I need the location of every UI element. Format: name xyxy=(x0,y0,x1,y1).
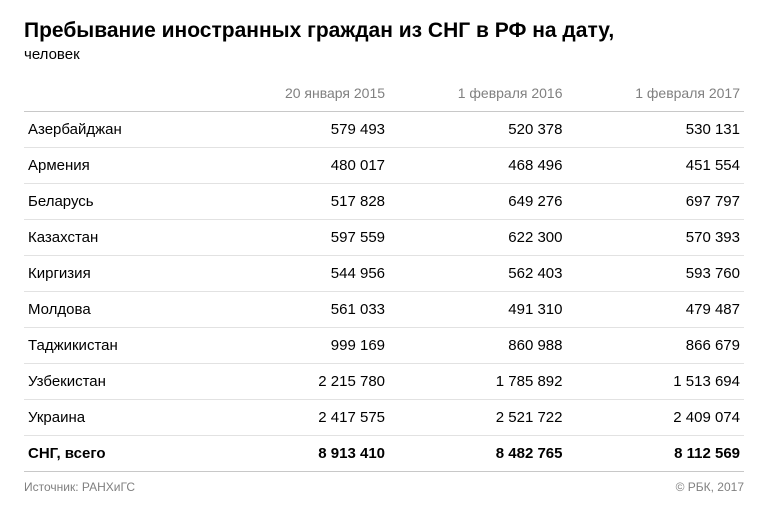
cell-value: 570 393 xyxy=(567,220,745,256)
cell-value: 2 417 575 xyxy=(212,400,389,436)
cell-value: 2 521 722 xyxy=(389,400,566,436)
copyright-text: © РБК, 2017 xyxy=(676,480,744,494)
cell-value: 561 033 xyxy=(212,292,389,328)
cell-country: Киргизия xyxy=(24,256,212,292)
table-row: Киргизия 544 956 562 403 593 760 xyxy=(24,256,744,292)
cell-value: 451 554 xyxy=(567,148,745,184)
cell-value: 999 169 xyxy=(212,328,389,364)
cell-country: Таджикистан xyxy=(24,328,212,364)
total-row: СНГ, всего 8 913 410 8 482 765 8 112 569 xyxy=(24,436,744,472)
cell-value: 697 797 xyxy=(567,184,745,220)
cell-value: 491 310 xyxy=(389,292,566,328)
cell-country: Армения xyxy=(24,148,212,184)
table-title: Пребывание иностранных граждан из СНГ в … xyxy=(24,18,744,44)
cell-country: Украина xyxy=(24,400,212,436)
source-text: Источник: РАНХиГС xyxy=(24,480,135,494)
table-row: Узбекистан 2 215 780 1 785 892 1 513 694 xyxy=(24,364,744,400)
footer: Источник: РАНХиГС © РБК, 2017 xyxy=(24,472,744,494)
table-row: Украина 2 417 575 2 521 722 2 409 074 xyxy=(24,400,744,436)
cell-value: 622 300 xyxy=(389,220,566,256)
table-row: Беларусь 517 828 649 276 697 797 xyxy=(24,184,744,220)
total-label: СНГ, всего xyxy=(24,436,212,472)
cell-value: 1 785 892 xyxy=(389,364,566,400)
cell-country: Азербайджан xyxy=(24,112,212,148)
cell-value: 520 378 xyxy=(389,112,566,148)
col-header-date-1: 20 января 2015 xyxy=(212,77,389,112)
total-value: 8 112 569 xyxy=(567,436,745,472)
cell-value: 866 679 xyxy=(567,328,745,364)
cell-value: 597 559 xyxy=(212,220,389,256)
col-header-date-3: 1 февраля 2017 xyxy=(567,77,745,112)
cell-value: 562 403 xyxy=(389,256,566,292)
table-subtitle: человек xyxy=(24,46,744,63)
table-body: Азербайджан 579 493 520 378 530 131 Арме… xyxy=(24,112,744,472)
table-row: Молдова 561 033 491 310 479 487 xyxy=(24,292,744,328)
cell-value: 1 513 694 xyxy=(567,364,745,400)
cell-value: 2 409 074 xyxy=(567,400,745,436)
total-value: 8 913 410 xyxy=(212,436,389,472)
cell-value: 593 760 xyxy=(567,256,745,292)
cell-value: 468 496 xyxy=(389,148,566,184)
data-table: 20 января 2015 1 февраля 2016 1 февраля … xyxy=(24,77,744,472)
table-row: Казахстан 597 559 622 300 570 393 xyxy=(24,220,744,256)
cell-value: 480 017 xyxy=(212,148,389,184)
col-header-date-2: 1 февраля 2016 xyxy=(389,77,566,112)
table-row: Армения 480 017 468 496 451 554 xyxy=(24,148,744,184)
col-header-country xyxy=(24,77,212,112)
cell-value: 579 493 xyxy=(212,112,389,148)
table-row: Таджикистан 999 169 860 988 866 679 xyxy=(24,328,744,364)
cell-value: 530 131 xyxy=(567,112,745,148)
total-value: 8 482 765 xyxy=(389,436,566,472)
cell-value: 544 956 xyxy=(212,256,389,292)
cell-value: 517 828 xyxy=(212,184,389,220)
cell-country: Беларусь xyxy=(24,184,212,220)
cell-country: Молдова xyxy=(24,292,212,328)
table-row: Азербайджан 579 493 520 378 530 131 xyxy=(24,112,744,148)
cell-value: 649 276 xyxy=(389,184,566,220)
header-row: 20 января 2015 1 февраля 2016 1 февраля … xyxy=(24,77,744,112)
cell-value: 479 487 xyxy=(567,292,745,328)
cell-country: Казахстан xyxy=(24,220,212,256)
cell-country: Узбекистан xyxy=(24,364,212,400)
cell-value: 2 215 780 xyxy=(212,364,389,400)
cell-value: 860 988 xyxy=(389,328,566,364)
